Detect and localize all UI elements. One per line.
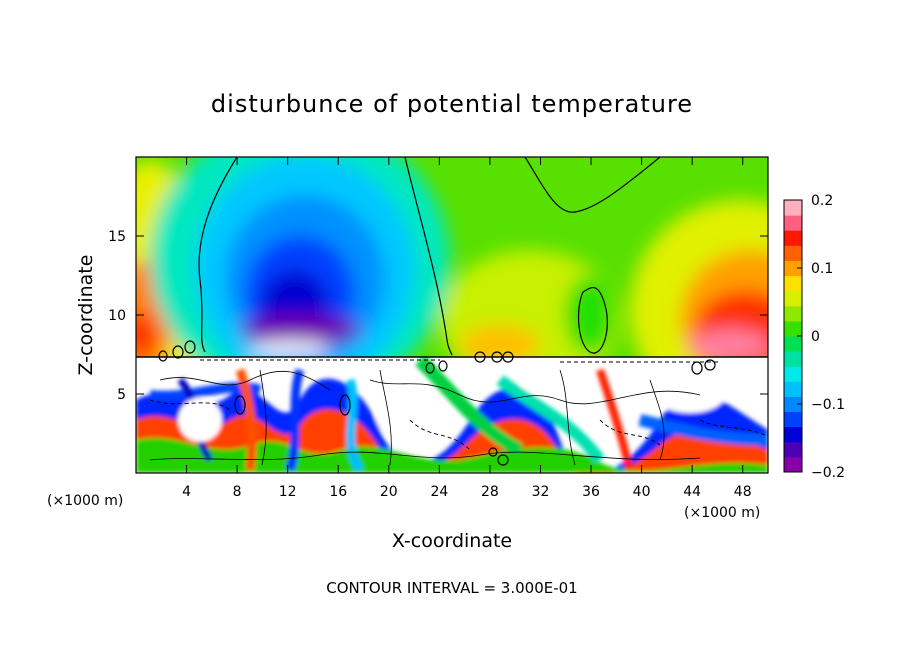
- contour-interval-note: CONTOUR INTERVAL = 3.000E-01: [326, 579, 577, 597]
- chart-title: disturbunce of potential temperature: [211, 90, 693, 118]
- x-tick-label: 20: [380, 484, 398, 500]
- y-tick-label: 5: [117, 387, 126, 403]
- colorbar-swatch: [784, 260, 802, 277]
- colorbar-swatch: [784, 245, 802, 261]
- x-tick-label: 32: [532, 484, 550, 500]
- x-axis-title: X-coordinate: [392, 530, 512, 552]
- colorbar-swatch: [784, 200, 802, 216]
- colorbar-swatch: [784, 320, 802, 337]
- y-tick-label: 15: [108, 229, 126, 245]
- colorbar: [784, 200, 802, 473]
- y-axis-title: Z-coordinate: [75, 255, 97, 376]
- heatmap-field: [136, 157, 768, 473]
- colorbar-swatch: [784, 215, 802, 231]
- colorbar-swatch: [784, 275, 802, 292]
- colorbar-swatch: [784, 396, 802, 413]
- z-unit-label: (×1000 m): [47, 493, 123, 509]
- colorbar-swatch: [784, 230, 802, 246]
- x-tick-label: 8: [233, 484, 242, 500]
- colorbar-tick-label: −0.1: [811, 397, 845, 413]
- colorbar-tick-label: −0.2: [811, 465, 845, 481]
- x-axis: 4 8 12 16 20 24 28 32 36 40 44 48: [182, 157, 752, 500]
- colorbar-labels: 0.2 0.1 0 −0.1 −0.2: [797, 193, 845, 481]
- colorbar-swatch: [784, 381, 802, 397]
- x-tick-label: 28: [481, 484, 499, 500]
- colorbar-tick-label: 0: [811, 329, 820, 345]
- colorbar-swatch: [784, 411, 802, 428]
- y-tick-label: 10: [108, 308, 126, 324]
- colorbar-swatch: [784, 351, 802, 367]
- colorbar-swatch: [784, 441, 802, 458]
- colorbar-tick-label: 0.2: [811, 193, 833, 209]
- colorbar-swatch: [784, 456, 802, 473]
- colorbar-swatch: [784, 366, 802, 382]
- colorbar-swatch: [784, 290, 802, 307]
- x-tick-label: 48: [734, 484, 752, 500]
- x-tick-label: 16: [329, 484, 347, 500]
- x-tick-label: 12: [279, 484, 297, 500]
- colorbar-swatch: [784, 336, 802, 352]
- x-tick-label: 24: [430, 484, 448, 500]
- x-tick-label: 44: [683, 484, 701, 500]
- x-unit-label: (×1000 m): [684, 505, 760, 521]
- x-tick-label: 40: [633, 484, 651, 500]
- y-axis: 5 10 15: [108, 229, 768, 403]
- colorbar-swatch: [784, 305, 802, 322]
- x-tick-label: 4: [182, 484, 191, 500]
- x-tick-label: 36: [582, 484, 600, 500]
- colorbar-tick-label: 0.1: [811, 261, 833, 277]
- colorbar-swatch: [784, 426, 802, 443]
